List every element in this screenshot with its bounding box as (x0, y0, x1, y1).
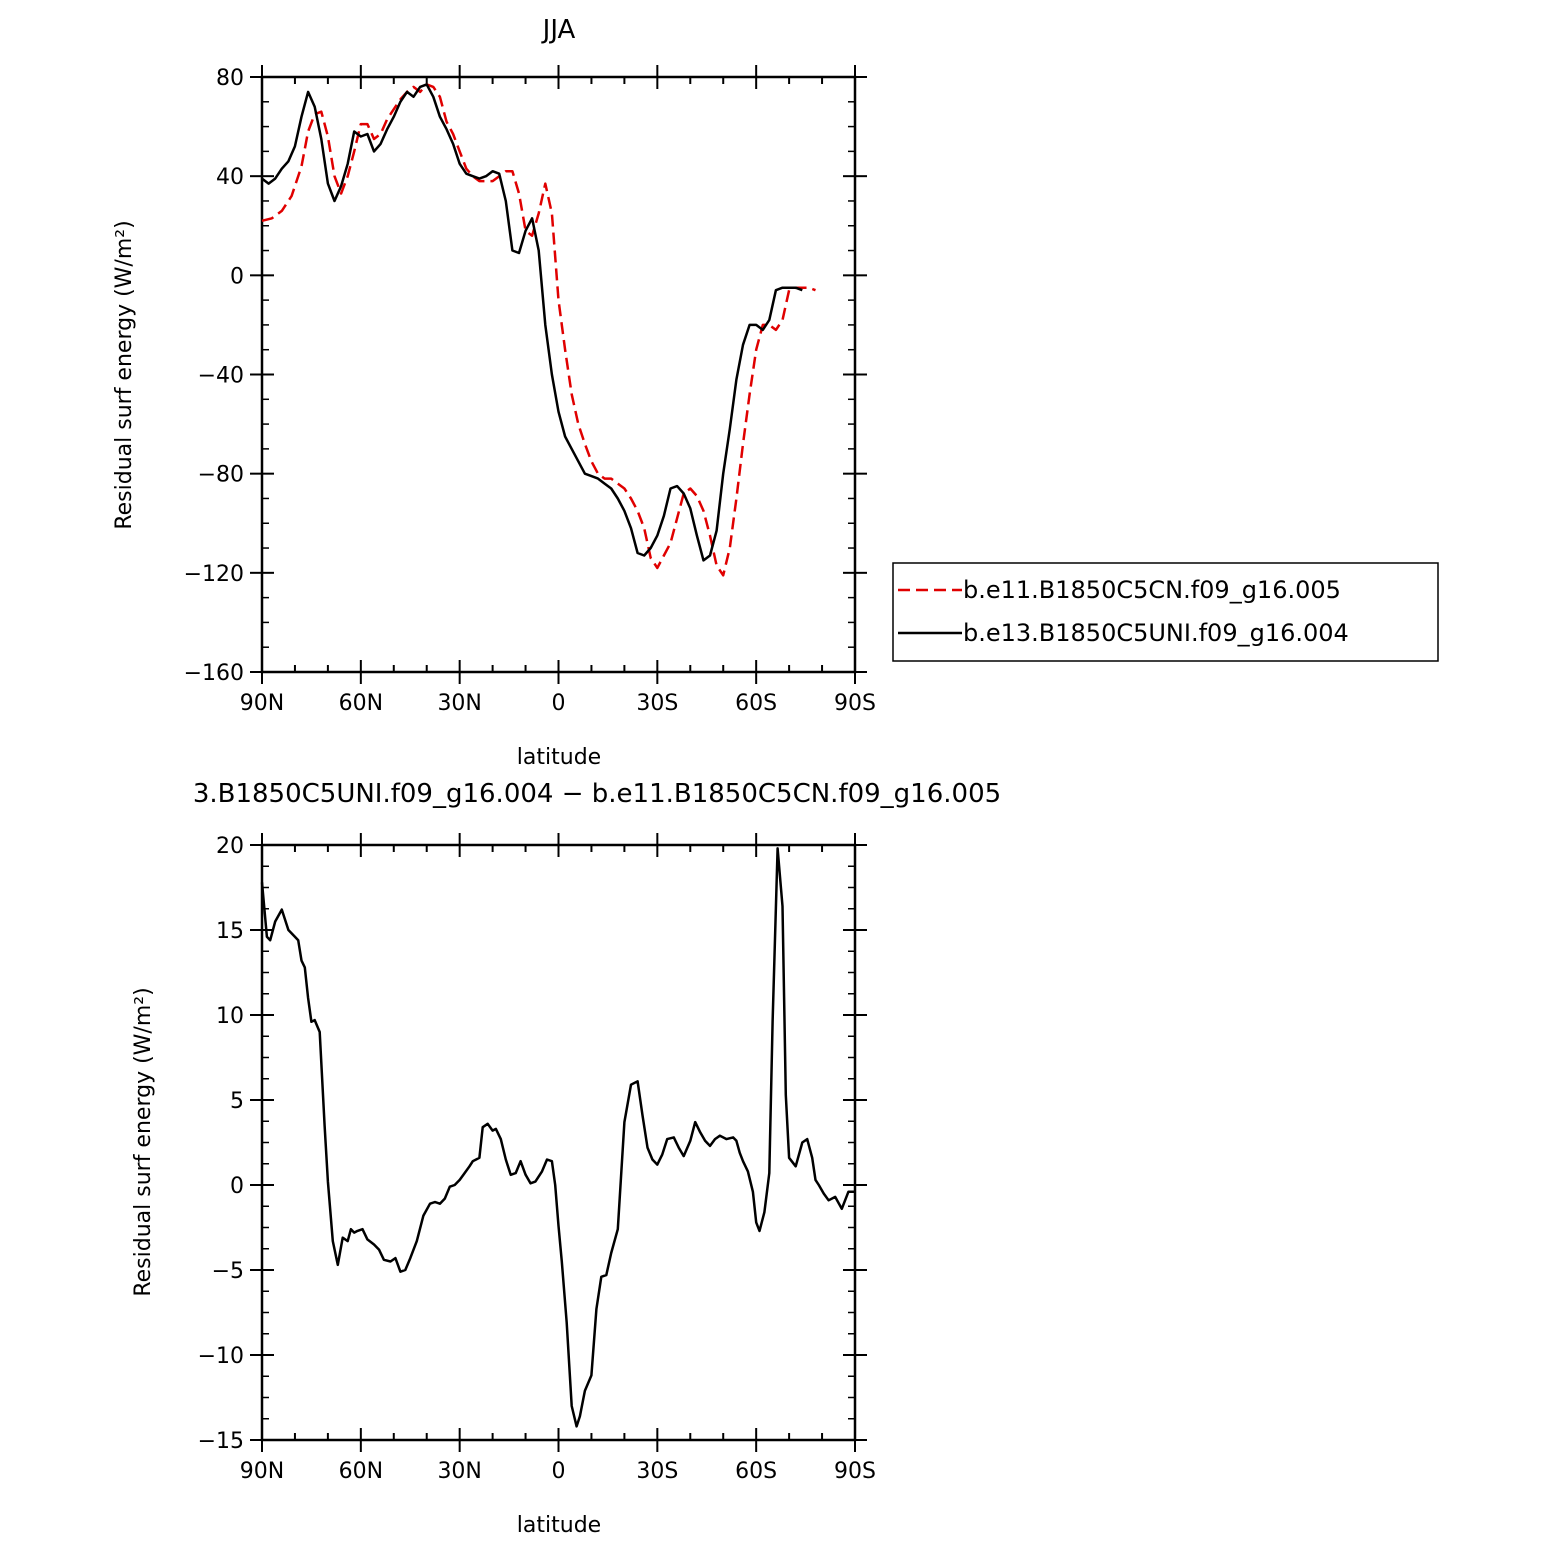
series-line-1 (261, 83, 816, 577)
bottom-x-axis-label: latitude (517, 1513, 601, 1538)
bottom-plot-frame (260, 843, 857, 1442)
bottom-y-axis-label: Residual surf energy (W/m²) (131, 987, 156, 1296)
y-tick-label: 20 (216, 834, 244, 859)
x-tick-label: 90S (834, 1459, 876, 1484)
bottom-panel: 3.B1850C5UNI.f09_g16.004 − b.e11.B1850C5… (131, 779, 1001, 1538)
legend-box (892, 562, 1439, 662)
y-tick-label: 80 (216, 66, 244, 91)
series-line-1 (260, 847, 855, 1428)
x-tick-label: 30S (636, 691, 678, 716)
y-tick-label: −15 (198, 1429, 244, 1454)
x-tick-label: 0 (552, 691, 566, 716)
y-tick-label: −40 (198, 364, 244, 389)
x-tick-label: 90N (240, 691, 284, 716)
x-tick-label: 90N (240, 1459, 284, 1484)
y-tick-label: −80 (198, 463, 244, 488)
y-tick-label: 0 (230, 1174, 244, 1199)
top-chart-title: JJA (541, 15, 576, 45)
y-tick-label: −5 (212, 1259, 244, 1284)
x-tick-label: 30N (437, 1459, 481, 1484)
x-tick-label: 30N (437, 691, 481, 716)
y-tick-label: −120 (184, 562, 244, 587)
y-tick-label: 0 (230, 264, 244, 289)
bottom-chart-title: 3.B1850C5UNI.f09_g16.004 − b.e11.B1850C5… (193, 779, 1001, 809)
legend: b.e11.B1850C5CN.f09_g16.005 b.e13.B1850C… (892, 562, 1439, 662)
legend-label-series-2: b.e13.B1850C5UNI.f09_g16.004 (963, 619, 1349, 647)
x-tick-label: 30S (636, 1459, 678, 1484)
y-tick-label: −160 (184, 661, 244, 686)
y-tick-label: −10 (198, 1344, 244, 1369)
x-tick-label: 90S (834, 691, 876, 716)
y-tick-label: 10 (216, 1004, 244, 1029)
series-line-2 (261, 83, 803, 562)
top-y-axis-label: Residual surf energy (W/m²) (112, 220, 137, 529)
x-tick-label: 0 (552, 1459, 566, 1484)
x-tick-label: 60S (735, 691, 777, 716)
y-tick-label: 15 (216, 919, 244, 944)
top-x-axis-label: latitude (517, 745, 601, 770)
legend-label-series-1: b.e11.B1850C5CN.f09_g16.005 (963, 576, 1341, 604)
x-tick-label: 60N (339, 1459, 383, 1484)
top-plot-frame (260, 75, 857, 674)
y-tick-label: 5 (230, 1089, 244, 1114)
top-panel: JJA Residual surf energy (W/m²) latitude… (112, 15, 876, 770)
y-tick-label: 40 (216, 165, 244, 190)
x-tick-label: 60N (339, 691, 383, 716)
x-tick-label: 60S (735, 1459, 777, 1484)
